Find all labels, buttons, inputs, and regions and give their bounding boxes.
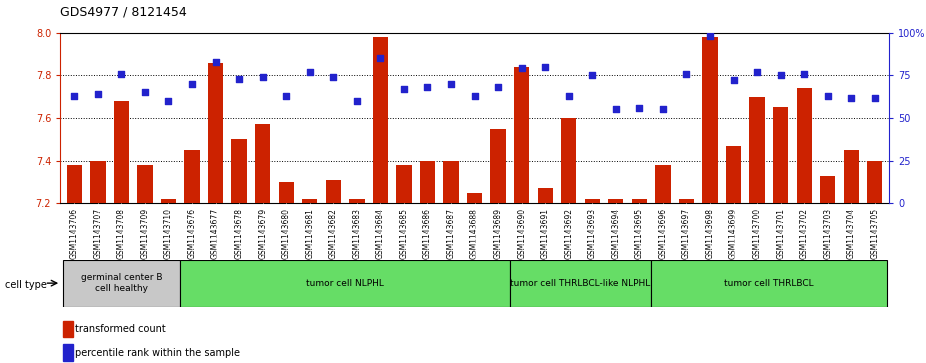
Bar [419,160,435,203]
Bar [867,160,882,203]
Bar [373,37,388,203]
Text: GDS4977 / 8121454: GDS4977 / 8121454 [60,5,187,19]
Bar [63,260,181,307]
Bar [796,88,812,203]
Point [703,33,718,39]
Point [67,93,81,99]
Bar [184,150,200,203]
Text: percentile rank within the sample: percentile rank within the sample [76,348,241,358]
Point [773,72,788,78]
Bar [514,67,530,203]
Text: tumor cell THRLBCL: tumor cell THRLBCL [724,279,814,287]
Bar [820,176,835,203]
Point [161,98,176,104]
Point [91,91,106,97]
Bar [679,199,694,203]
Point [585,72,600,78]
Bar [90,160,106,203]
Point [514,66,529,72]
Bar [181,260,510,307]
Point [608,107,623,113]
Point [820,93,835,99]
Bar [656,165,670,203]
Point [444,81,458,87]
Point [256,74,270,80]
Bar [349,199,365,203]
Point [326,74,341,80]
Text: germinal center B
cell healthy: germinal center B cell healthy [81,273,162,293]
Text: tumor cell THRLBCL-like NLPHL: tumor cell THRLBCL-like NLPHL [510,279,651,287]
Bar [491,129,506,203]
Bar [632,199,647,203]
Point [373,55,388,61]
Point [679,71,694,77]
Bar [255,125,270,203]
Point [538,64,553,70]
Bar [67,165,82,203]
Point [467,93,482,99]
Text: tumor cell NLPHL: tumor cell NLPHL [307,279,384,287]
Point [796,71,811,77]
Bar [114,101,129,203]
Bar [279,182,294,203]
Bar [302,199,318,203]
Point [844,95,858,101]
Point [279,93,294,99]
Bar [208,62,223,203]
Bar [773,107,788,203]
Bar [63,344,73,361]
Point [632,105,646,111]
Bar [538,188,553,203]
Bar [608,199,623,203]
Bar [844,150,859,203]
Bar [444,160,458,203]
Text: transformed count: transformed count [76,324,167,334]
Point [420,84,435,90]
Bar [702,37,718,203]
Bar [651,260,886,307]
Bar [326,180,341,203]
Point [396,86,411,92]
Point [750,69,765,75]
Bar [510,260,651,307]
Point [868,95,882,101]
Point [561,93,576,99]
Bar [584,199,600,203]
Bar [561,118,576,203]
Point [138,90,153,95]
Point [491,84,506,90]
Bar [726,146,741,203]
Bar [396,165,411,203]
Bar [63,321,73,337]
Bar [467,193,482,203]
Point [114,71,129,77]
Point [184,81,199,87]
Bar [137,165,153,203]
Text: cell type: cell type [5,280,46,290]
Point [349,98,364,104]
Point [303,69,318,75]
Bar [232,139,247,203]
Bar [161,199,176,203]
Point [208,59,223,65]
Point [656,107,670,113]
Bar [749,97,765,203]
Point [232,76,246,82]
Point [726,78,741,83]
